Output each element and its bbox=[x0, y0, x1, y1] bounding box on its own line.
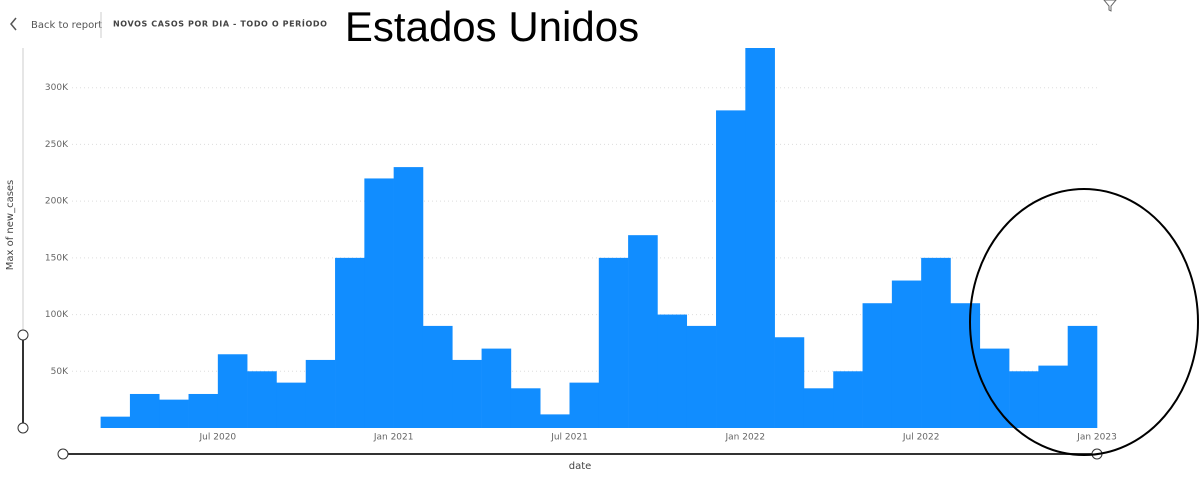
bar bbox=[247, 371, 277, 428]
bar bbox=[481, 348, 512, 428]
bar bbox=[1038, 365, 1068, 428]
x-axis-label: date bbox=[569, 461, 592, 472]
bar bbox=[774, 337, 805, 428]
y-tick-label: 200K bbox=[45, 197, 69, 207]
bar bbox=[452, 359, 482, 428]
bar bbox=[921, 257, 951, 428]
page-title: NOVOS CASOS POR DIA - TODO O PERÍODO bbox=[113, 18, 328, 29]
bar bbox=[598, 257, 629, 428]
x-tick-label: Jul 2022 bbox=[902, 433, 940, 443]
y-axis-label: Max of new_cases bbox=[5, 180, 16, 271]
bar bbox=[628, 235, 658, 428]
bar bbox=[159, 399, 189, 428]
x-tick-label: Jan 2023 bbox=[1076, 433, 1117, 443]
bar bbox=[657, 314, 688, 428]
bar bbox=[1067, 325, 1098, 428]
x-tick-label: Jul 2020 bbox=[199, 433, 237, 443]
bar bbox=[510, 388, 541, 428]
y-tick-label: 100K bbox=[45, 310, 69, 320]
bar bbox=[364, 178, 394, 428]
y-tick-label: 50K bbox=[51, 367, 69, 377]
bar bbox=[686, 325, 717, 428]
bar bbox=[422, 325, 453, 428]
y-tick-label: 250K bbox=[45, 140, 69, 150]
bar bbox=[833, 371, 863, 428]
bar bbox=[335, 257, 365, 428]
annotation-circle bbox=[969, 188, 1199, 456]
y-tick-label: 150K bbox=[45, 253, 69, 263]
bar bbox=[188, 393, 219, 428]
bar bbox=[129, 393, 160, 428]
filter-icon[interactable] bbox=[1103, 0, 1117, 12]
bar bbox=[745, 48, 775, 428]
plot: 50K 100K 150K 200K 250K 300K Jul 2020 Jan 2021 J… bbox=[45, 48, 1117, 443]
y-slider-handle[interactable] bbox=[17, 422, 29, 434]
x-tick-label: Jan 2022 bbox=[725, 433, 766, 443]
bar bbox=[305, 359, 336, 428]
back-icon[interactable] bbox=[10, 17, 17, 31]
chart-title: Estados Unidos bbox=[345, 3, 639, 50]
bar bbox=[891, 280, 922, 428]
bar bbox=[1009, 371, 1039, 428]
x-tick-label: Jan 2021 bbox=[373, 433, 414, 443]
bar bbox=[276, 382, 307, 428]
bar bbox=[217, 354, 248, 428]
bar bbox=[540, 414, 570, 428]
bar bbox=[862, 303, 893, 428]
y-slider-handle[interactable] bbox=[17, 329, 29, 341]
bar bbox=[100, 416, 131, 428]
y-tick-label: 300K bbox=[45, 83, 69, 93]
x-tick-label: Jul 2021 bbox=[550, 433, 588, 443]
bar bbox=[950, 303, 981, 428]
x-slider-handle[interactable] bbox=[57, 448, 69, 460]
bar bbox=[716, 110, 746, 428]
back-button[interactable]: Back to report bbox=[31, 20, 102, 31]
bar bbox=[803, 388, 834, 428]
bar bbox=[569, 382, 600, 428]
bar bbox=[393, 167, 424, 428]
